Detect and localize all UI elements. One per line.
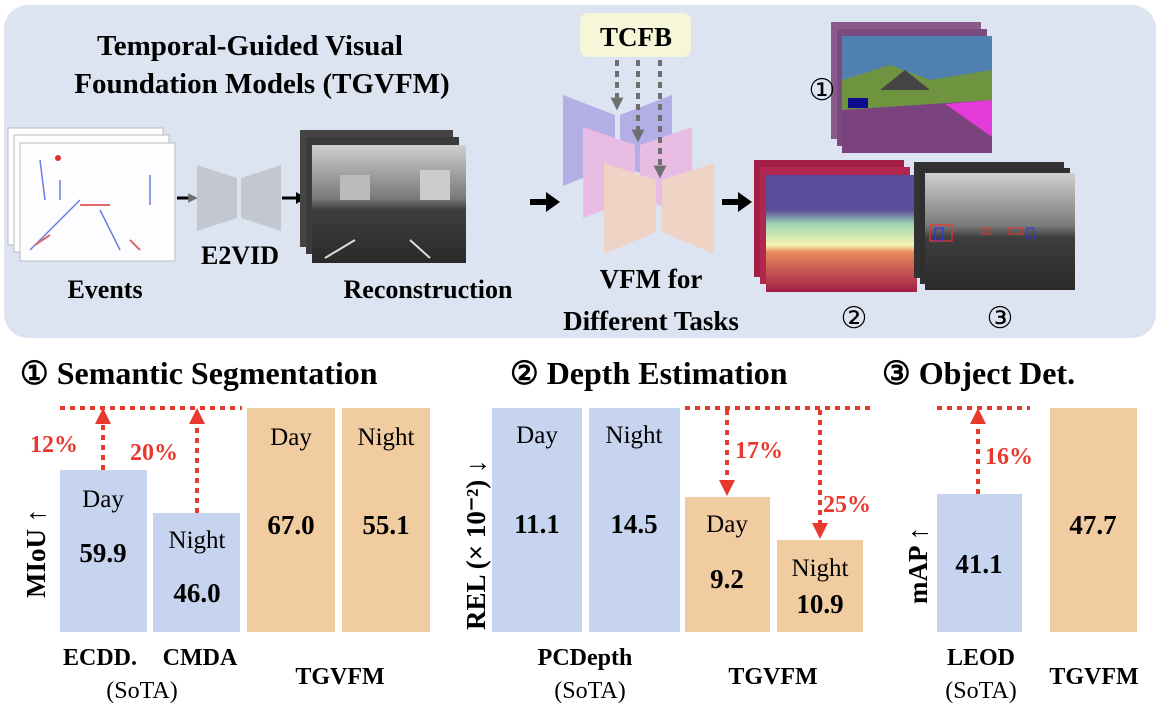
improvement-label: 16% [985,444,1033,470]
rel-axis-label: REL (× 10⁻²) ↓ [461,460,491,631]
miou-axis-label: MIoU ↑ [21,509,51,598]
bar-condition: Night [606,422,663,449]
bar-value: 11.1 [514,509,560,539]
marker-2: ② [841,302,868,335]
bar-condition: Day [270,424,312,451]
detection-results: ③ Object Det. mAP ↑ 16% 41.1 47.7 LEOD (… [882,355,1139,704]
bar-tgvfm-night [777,540,863,632]
bar-value: 14.5 [610,509,657,539]
events-image-stack [7,127,176,262]
tcfb-label: TCFB [600,22,672,52]
tcfb-box [580,13,691,57]
bar-value: 46.0 [173,578,220,608]
depth-title: ② Depth Estimation [510,355,788,391]
method-label-tgvfm: TGVFM [295,664,384,690]
bar-condition: Day [706,511,748,538]
improvement-label: 17% [735,438,783,464]
reconstruction-image-stack [300,130,466,263]
tcfb-dashed-arrows [610,60,667,179]
vfm-encoders [563,95,714,254]
bar-tgvfm-day [247,408,335,632]
bar-value: 10.9 [796,589,843,619]
segmentation-output-stack [831,22,992,153]
improvement-label: 25% [823,492,871,518]
segmentation-results: ① Semantic Segmentation MIoU ↑ 12% 20% D… [20,355,430,704]
segmentation-title: ① Semantic Segmentation [20,355,378,391]
marker-3: ③ [987,302,1014,335]
sota-note: (SoTA) [554,678,625,704]
title-line-2: Foundation Models (TGVFM) [74,68,449,100]
bar-tgvfm-day [685,497,770,632]
bar-value: 41.1 [955,549,1002,579]
reconstruction-label: Reconstruction [344,275,514,304]
method-label-ecdd: ECDD. [63,645,137,671]
overview-panel: Temporal-Guided Visual Foundation Models… [4,5,1156,338]
vfm-label-line-2: Different Tasks [563,306,739,336]
method-label-tgvfm: TGVFM [728,664,817,690]
bar-condition: Day [516,422,558,449]
events-label: Events [67,275,142,304]
bar-value: 9.2 [710,564,744,594]
bar-value: 67.0 [267,510,314,540]
bar-value: 59.9 [79,538,126,568]
bar-value: 47.7 [1069,510,1116,540]
bar-condition: Night [792,555,849,582]
bar-value: 55.1 [362,510,409,540]
bar-cmda-night [153,513,240,632]
bar-tgvfm [1050,408,1137,632]
bar-ecdd-day [60,470,147,632]
map-axis-label: mAP ↑ [903,527,933,604]
vfm-label-line-1: VFM for [600,264,703,294]
sota-note: (SoTA) [945,678,1016,704]
method-label-cmda: CMDA [163,645,238,671]
bar-tgvfm-night [342,408,430,632]
detection-title: ③ Object Det. [882,355,1075,391]
sota-note: (SoTA) [106,678,177,704]
depth-output-stack [754,160,917,292]
e2vid-encoder-shape [197,165,237,231]
title-line-1: Temporal-Guided Visual [97,30,403,62]
e2vid-decoder-shape [241,165,281,231]
depth-results: ② Depth Estimation REL (× 10⁻²) ↓ Day 11… [461,355,875,704]
method-label-leod: LEOD [947,645,1015,671]
bar-condition: Night [169,527,226,554]
detection-output-stack [914,162,1075,290]
improvement-label: 20% [130,440,178,466]
bar-pcdepth-day [492,408,582,632]
bar-condition: Night [358,424,415,451]
method-label-pcdepth: PCDepth [538,645,633,671]
bar-pcdepth-night [589,408,680,632]
bar-condition: Day [82,486,124,513]
method-label-tgvfm: TGVFM [1049,664,1138,690]
bar-leod [937,494,1022,632]
improvement-label: 12% [30,432,78,458]
marker-1: ① [809,74,836,107]
e2vid-label: E2VID [201,241,279,270]
